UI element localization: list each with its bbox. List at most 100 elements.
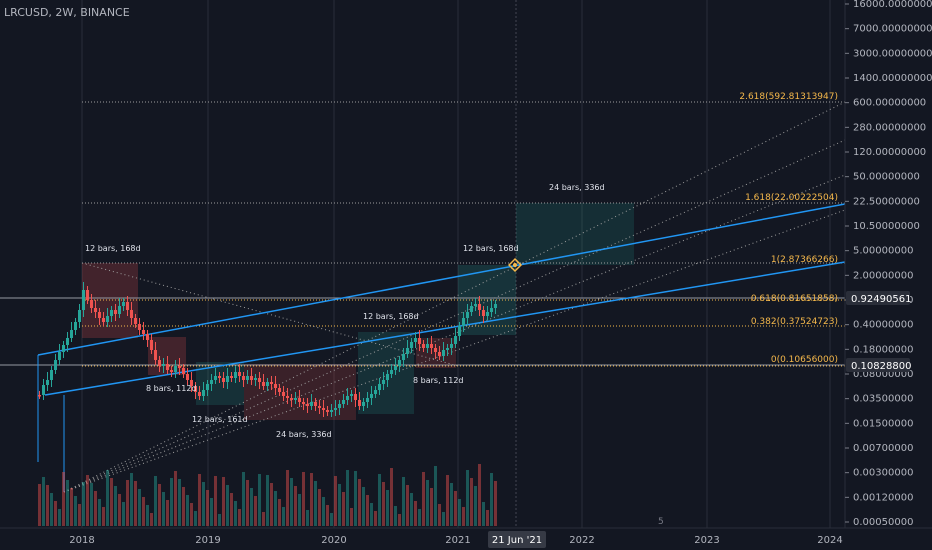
range-note: 8 bars, 112d bbox=[413, 376, 464, 385]
volume-bar bbox=[142, 497, 145, 526]
candle bbox=[166, 364, 169, 370]
candle bbox=[326, 410, 329, 412]
time-axis[interactable]: 2018 2019 2020 2021 2022 2023 2024 21 Ju… bbox=[0, 527, 932, 550]
candle bbox=[422, 344, 425, 348]
volume-bar bbox=[218, 514, 221, 526]
volume-bar bbox=[458, 499, 461, 526]
candle bbox=[202, 390, 205, 396]
volume-bar bbox=[354, 471, 357, 526]
volume-bar bbox=[366, 495, 369, 526]
volume-bar bbox=[66, 480, 69, 526]
candle bbox=[130, 310, 133, 318]
volume-bar bbox=[162, 492, 165, 526]
candle bbox=[454, 336, 457, 344]
volume-bar bbox=[50, 493, 53, 526]
candle bbox=[374, 390, 377, 394]
time-label-2023: 2023 bbox=[694, 535, 719, 546]
candle bbox=[194, 386, 197, 392]
candle bbox=[350, 394, 353, 396]
volume-bar bbox=[222, 477, 225, 526]
volume-bar bbox=[386, 490, 389, 526]
volume-bar bbox=[262, 512, 265, 526]
candle bbox=[158, 360, 161, 366]
range-box-green-4 bbox=[516, 203, 634, 265]
volume-bar bbox=[42, 477, 45, 526]
volume-bar bbox=[314, 481, 317, 526]
candle bbox=[122, 302, 125, 306]
volume-bar bbox=[46, 485, 49, 526]
candle bbox=[170, 370, 173, 372]
volume-bar bbox=[114, 486, 117, 526]
candle bbox=[222, 378, 225, 382]
volume-bar bbox=[206, 490, 209, 526]
candle bbox=[414, 338, 417, 342]
candle bbox=[198, 392, 201, 396]
volume-bar bbox=[462, 507, 465, 526]
price-axis-label: 7000.00000000 bbox=[853, 24, 932, 35]
volume-bar bbox=[134, 481, 137, 526]
candle bbox=[98, 312, 101, 318]
candle bbox=[58, 352, 61, 360]
volume-bar bbox=[370, 503, 373, 526]
volume-bar bbox=[474, 486, 477, 526]
candle bbox=[386, 374, 389, 380]
volume-bar bbox=[494, 481, 497, 526]
candle bbox=[114, 310, 117, 314]
volume-bar bbox=[282, 507, 285, 526]
volume-bar bbox=[138, 489, 141, 526]
candle bbox=[474, 304, 477, 306]
candle bbox=[190, 380, 193, 386]
volume-bar bbox=[94, 491, 97, 526]
volume-bar bbox=[122, 502, 125, 526]
candle bbox=[230, 376, 233, 378]
candle bbox=[318, 406, 321, 408]
volume-bar bbox=[266, 475, 269, 526]
fib-label-1: 1(2.87366266) bbox=[771, 255, 838, 265]
price-axis-label: 2.00000000 bbox=[853, 270, 913, 281]
candle bbox=[290, 398, 293, 400]
fib-labels: 2.618(592.81313947) 1.618(22.00222504) 1… bbox=[739, 92, 838, 365]
candle bbox=[102, 318, 105, 322]
price-axis-label: 5.00000000 bbox=[853, 246, 913, 257]
volume-bar bbox=[438, 504, 441, 526]
crosshair-target-icon[interactable] bbox=[507, 257, 523, 273]
volume-bar bbox=[86, 475, 89, 526]
candle bbox=[358, 400, 361, 406]
trend-channel[interactable] bbox=[37, 203, 846, 492]
candle bbox=[146, 334, 149, 340]
candle bbox=[330, 410, 333, 412]
volume-bar bbox=[194, 511, 197, 526]
candle bbox=[378, 384, 381, 390]
candle bbox=[362, 402, 365, 406]
candle bbox=[46, 380, 49, 385]
volume-bar bbox=[406, 485, 409, 526]
volume-bar bbox=[410, 493, 413, 526]
grid bbox=[81, 0, 831, 528]
candle bbox=[322, 408, 325, 410]
time-label-2022: 2022 bbox=[569, 535, 594, 546]
candle bbox=[206, 384, 209, 390]
price-axis-label: 3000.00000000 bbox=[853, 48, 932, 59]
current-price-tag: 0.92490561 bbox=[846, 291, 911, 305]
price-axis-label: 600.00000000 bbox=[853, 98, 926, 109]
price-axis-label: 120.00000000 bbox=[853, 147, 926, 158]
volume-bar bbox=[126, 480, 129, 526]
volume-bar bbox=[154, 476, 157, 526]
volume-bar bbox=[486, 510, 489, 526]
marker-price-tag: 0.10828800 bbox=[846, 358, 911, 372]
candle bbox=[186, 374, 189, 380]
candle bbox=[142, 330, 145, 334]
candle bbox=[262, 382, 265, 386]
price-axis[interactable]: 16000.00000000 7000.00000000 3000.00000000… bbox=[844, 0, 932, 528]
volume-bar bbox=[490, 473, 493, 526]
volume-bar bbox=[250, 488, 253, 526]
volume-bar bbox=[318, 489, 321, 526]
candle bbox=[274, 384, 277, 388]
candle bbox=[482, 310, 485, 316]
price-axis-label: 280.00000000 bbox=[853, 122, 926, 133]
volume-bar bbox=[170, 478, 173, 526]
candle bbox=[434, 348, 437, 352]
candle bbox=[90, 300, 93, 308]
volume-bar bbox=[422, 472, 425, 526]
